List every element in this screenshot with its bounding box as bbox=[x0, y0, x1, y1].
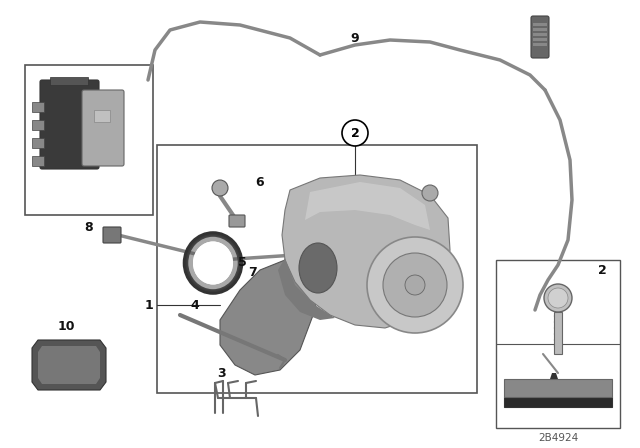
Circle shape bbox=[548, 288, 568, 308]
Circle shape bbox=[544, 284, 572, 312]
Bar bbox=[504, 397, 612, 407]
Polygon shape bbox=[32, 340, 106, 390]
Bar bbox=[533, 23, 547, 26]
Bar bbox=[533, 28, 547, 30]
Text: 8: 8 bbox=[84, 220, 93, 233]
Text: 7: 7 bbox=[248, 266, 257, 279]
Text: 10: 10 bbox=[57, 319, 75, 332]
Bar bbox=[32, 120, 44, 130]
Bar bbox=[554, 312, 562, 354]
Bar bbox=[32, 156, 44, 166]
Circle shape bbox=[212, 180, 228, 196]
FancyBboxPatch shape bbox=[40, 80, 99, 169]
Text: 2B4924: 2B4924 bbox=[538, 433, 578, 443]
Bar bbox=[157, 145, 477, 393]
Polygon shape bbox=[550, 373, 558, 379]
FancyBboxPatch shape bbox=[103, 227, 121, 243]
Polygon shape bbox=[38, 346, 100, 384]
Bar bbox=[496, 260, 620, 428]
Bar bbox=[25, 65, 153, 215]
Text: 5: 5 bbox=[238, 255, 247, 268]
Bar bbox=[94, 110, 110, 122]
Circle shape bbox=[405, 275, 425, 295]
Bar bbox=[533, 33, 547, 35]
Ellipse shape bbox=[193, 241, 233, 284]
Text: 4: 4 bbox=[191, 298, 200, 311]
Text: 3: 3 bbox=[218, 366, 227, 379]
Polygon shape bbox=[282, 175, 450, 328]
Bar bbox=[32, 102, 44, 112]
Circle shape bbox=[383, 253, 447, 317]
Ellipse shape bbox=[193, 241, 233, 284]
Circle shape bbox=[367, 237, 463, 333]
Text: 2: 2 bbox=[598, 263, 606, 276]
Bar bbox=[533, 43, 547, 46]
Text: 9: 9 bbox=[351, 31, 359, 44]
Bar bbox=[32, 138, 44, 148]
Polygon shape bbox=[278, 258, 335, 320]
FancyBboxPatch shape bbox=[531, 16, 549, 58]
Circle shape bbox=[422, 185, 438, 201]
Polygon shape bbox=[220, 248, 320, 375]
Bar bbox=[504, 379, 612, 397]
Ellipse shape bbox=[186, 234, 241, 292]
Polygon shape bbox=[305, 182, 430, 230]
FancyBboxPatch shape bbox=[229, 215, 245, 227]
Text: 2: 2 bbox=[351, 126, 360, 139]
Text: 6: 6 bbox=[255, 176, 264, 189]
Circle shape bbox=[342, 120, 368, 146]
Bar bbox=[50, 77, 88, 85]
Ellipse shape bbox=[299, 243, 337, 293]
Text: 1: 1 bbox=[144, 298, 153, 311]
Bar bbox=[533, 38, 547, 40]
FancyBboxPatch shape bbox=[82, 90, 124, 166]
